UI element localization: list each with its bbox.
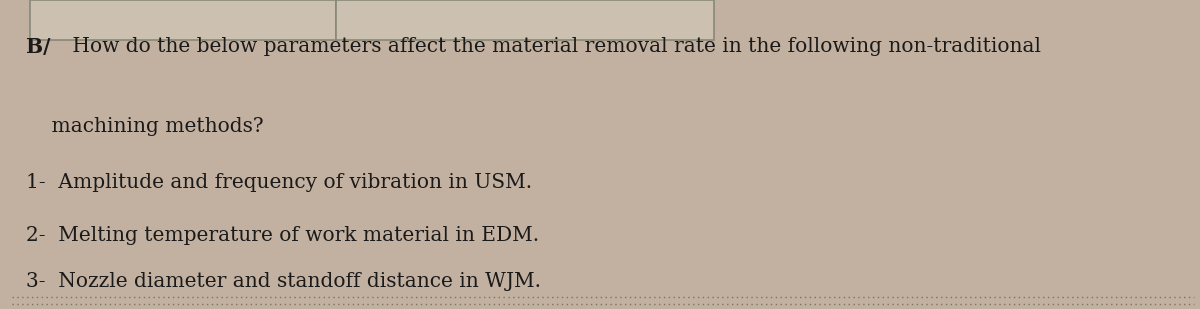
Text: 3-  Nozzle diameter and standoff distance in WJM.: 3- Nozzle diameter and standoff distance… (26, 272, 541, 291)
Bar (336, 0, 714, 40)
Text: 2-  Melting temperature of work material in EDM.: 2- Melting temperature of work material … (26, 226, 540, 244)
Text: B/: B/ (26, 37, 50, 57)
Text: machining methods?: machining methods? (26, 117, 264, 136)
Text: How do the below parameters affect the material removal rate in the following no: How do the below parameters affect the m… (66, 37, 1042, 56)
Text: 1-  Amplitude and frequency of vibration in USM.: 1- Amplitude and frequency of vibration … (26, 173, 533, 192)
Bar (30, 0, 336, 40)
